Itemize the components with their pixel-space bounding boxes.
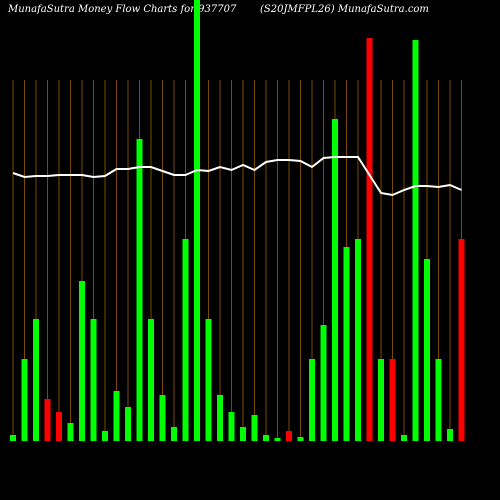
bar [217,395,223,441]
money-flow-line [12,156,462,197]
bar [447,429,453,441]
chart-subtitle: (S20JMFPL26) MunafaSutra.com [260,4,429,15]
bar [102,431,108,441]
bar [378,359,384,441]
bar [458,239,465,441]
bar [366,38,373,441]
bar [274,438,281,441]
bar [113,391,120,441]
bar [297,437,304,441]
bar [10,435,16,441]
bar [251,415,258,441]
bar [240,427,246,441]
bar [21,359,28,441]
bar [90,319,97,441]
bar [67,423,74,441]
bar [389,359,396,441]
chart-title: MunafaSutra Money Flow Charts for 937707 [7,4,237,15]
bar [182,239,189,441]
bar [286,431,292,441]
bar [424,259,430,441]
bar [44,399,51,441]
bar [263,435,269,441]
bar [320,325,327,441]
bar [401,435,407,441]
bar [355,239,361,441]
bar [309,359,315,441]
bar [159,395,166,441]
bar [435,359,442,441]
bar [171,427,177,441]
bar [343,247,350,441]
bar [79,281,85,441]
bar [56,412,62,441]
bar [412,40,419,441]
bar [148,319,154,441]
bar [228,412,235,441]
bar [125,407,131,441]
bar [205,319,212,441]
bar [33,319,39,441]
bar [136,139,143,441]
bar [194,0,200,441]
bar [332,119,338,441]
